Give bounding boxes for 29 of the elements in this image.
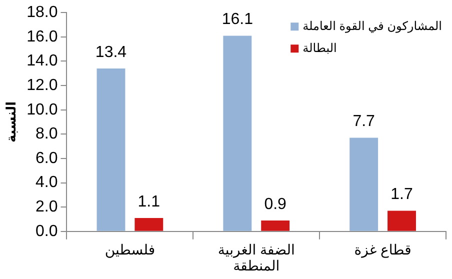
x-tick-label: قطاع غزة (354, 242, 412, 259)
x-axis-title: المنطقة (233, 257, 280, 274)
data-label: 1.1 (138, 193, 160, 210)
y-axis-title: النسبة (3, 101, 18, 143)
x-tick-label: فلسطين (104, 242, 156, 259)
y-tick-label: 16.0 (26, 28, 58, 46)
bar (350, 138, 378, 231)
y-tick-label: 18.0 (26, 4, 58, 22)
legend-label: البطالة (302, 40, 337, 55)
data-label: 1.7 (390, 186, 413, 204)
bar (261, 220, 290, 231)
bar (96, 68, 126, 231)
data-label: 16.1 (222, 11, 254, 28)
y-tick-label: 6.0 (35, 150, 58, 167)
bar (388, 210, 416, 231)
y-tick-label: 8.0 (35, 126, 58, 143)
y-tick-label: 10.0 (26, 101, 58, 118)
data-label: 13.4 (95, 44, 127, 61)
bar (134, 218, 164, 231)
y-tick-label: 14.0 (26, 52, 58, 70)
x-tick-label: الضفة الغربية (218, 242, 295, 259)
y-tick-label: 4.0 (35, 174, 58, 192)
bar (223, 36, 252, 231)
y-tick-label: 0.0 (35, 222, 58, 240)
y-tick-label: 12.0 (26, 76, 58, 94)
legend-label: المشاركون في القوة العاملة (302, 18, 442, 33)
y-tick-label: 2.0 (35, 198, 58, 216)
data-label: 7.7 (352, 113, 376, 130)
data-label: 0.9 (264, 196, 287, 213)
